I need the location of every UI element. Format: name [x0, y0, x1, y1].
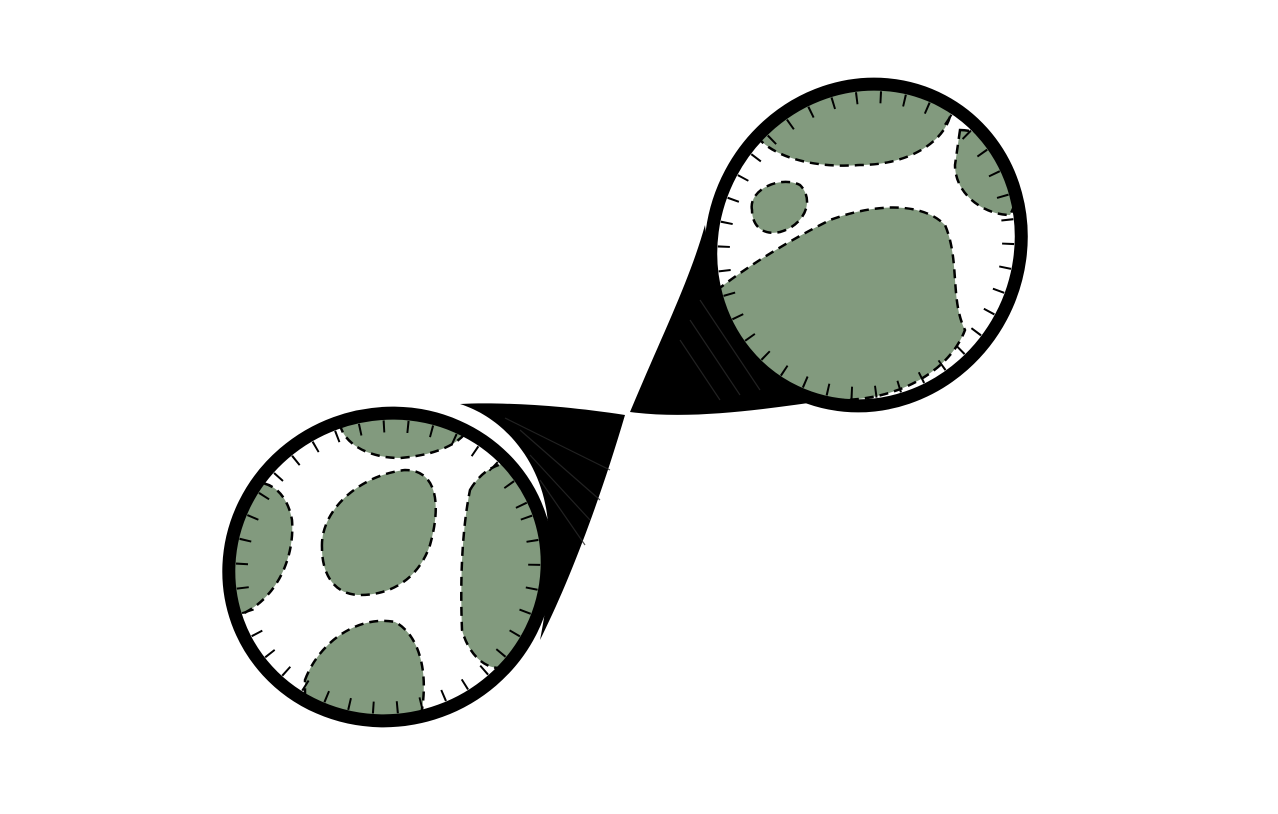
neck-lower-cone: [460, 403, 625, 640]
lower-globe: [220, 406, 555, 728]
lower-continent-center: [320, 468, 437, 597]
hourglass-neck: [460, 225, 830, 640]
neck-upper-cone: [630, 225, 830, 415]
lower-globe-rim: [222, 406, 554, 728]
lower-continent-bottom: [303, 619, 426, 728]
neck-hatching: [504, 289, 791, 546]
upper-globe: [703, 77, 1028, 413]
upper-island: [750, 180, 809, 235]
upper-globe-rim: [704, 77, 1028, 413]
lower-globe-ticks: [235, 420, 541, 714]
